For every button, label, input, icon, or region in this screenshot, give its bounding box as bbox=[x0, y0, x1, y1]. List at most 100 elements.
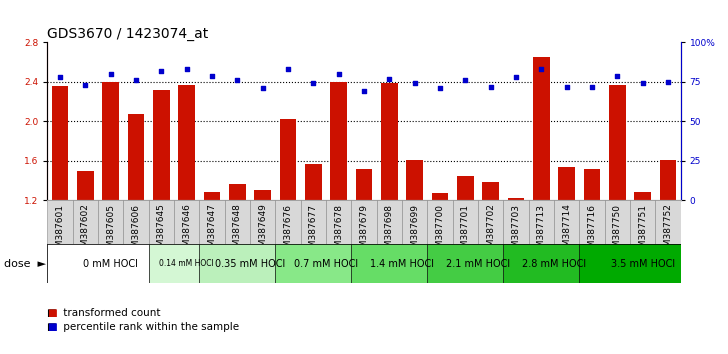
Bar bbox=[402, 200, 427, 244]
Bar bbox=[533, 57, 550, 200]
Bar bbox=[457, 176, 474, 200]
Text: GSM387679: GSM387679 bbox=[360, 204, 368, 258]
Point bbox=[333, 71, 344, 77]
Bar bbox=[326, 200, 352, 244]
Bar bbox=[77, 171, 94, 200]
Bar bbox=[98, 200, 123, 244]
Bar bbox=[301, 200, 326, 244]
Bar bbox=[630, 200, 655, 244]
Bar bbox=[427, 244, 503, 283]
Text: 0.35 mM HOCl: 0.35 mM HOCl bbox=[215, 259, 285, 269]
Text: GSM387648: GSM387648 bbox=[233, 204, 242, 258]
Text: GSM387701: GSM387701 bbox=[461, 204, 470, 258]
Text: GSM387677: GSM387677 bbox=[309, 204, 318, 258]
Bar bbox=[149, 244, 199, 283]
Text: GSM387678: GSM387678 bbox=[334, 204, 343, 258]
Bar bbox=[356, 169, 372, 200]
Point bbox=[510, 74, 522, 80]
Point bbox=[156, 68, 167, 74]
Point bbox=[459, 78, 471, 83]
Bar bbox=[153, 90, 170, 200]
Point bbox=[561, 84, 572, 90]
Bar bbox=[225, 200, 250, 244]
Bar bbox=[655, 200, 681, 244]
Text: GSM387606: GSM387606 bbox=[132, 204, 141, 258]
Bar bbox=[427, 200, 453, 244]
Bar bbox=[103, 82, 119, 200]
Bar bbox=[381, 83, 397, 200]
Bar bbox=[52, 86, 68, 200]
Point bbox=[612, 73, 623, 78]
Bar bbox=[376, 200, 402, 244]
Text: GSM387647: GSM387647 bbox=[207, 204, 216, 258]
Text: GDS3670 / 1423074_at: GDS3670 / 1423074_at bbox=[47, 28, 208, 41]
Text: GSM387645: GSM387645 bbox=[157, 204, 166, 258]
Text: 0.14 mM HOCl: 0.14 mM HOCl bbox=[159, 259, 214, 268]
Bar bbox=[503, 200, 529, 244]
Bar bbox=[174, 200, 199, 244]
Point bbox=[54, 74, 66, 80]
Point bbox=[206, 73, 218, 78]
Text: GSM387676: GSM387676 bbox=[283, 204, 293, 258]
Text: ■  transformed count: ■ transformed count bbox=[47, 308, 161, 318]
Text: GSM387716: GSM387716 bbox=[587, 204, 596, 258]
Bar bbox=[123, 200, 149, 244]
Text: GSM387698: GSM387698 bbox=[385, 204, 394, 258]
Bar bbox=[507, 198, 524, 200]
Text: 0 mM HOCl: 0 mM HOCl bbox=[83, 259, 138, 269]
Point bbox=[105, 71, 116, 77]
Point bbox=[358, 88, 370, 94]
Bar bbox=[478, 200, 503, 244]
Bar bbox=[254, 190, 271, 200]
Point bbox=[257, 85, 269, 91]
Bar bbox=[503, 244, 579, 283]
Text: GSM387751: GSM387751 bbox=[638, 204, 647, 258]
Text: GSM387646: GSM387646 bbox=[182, 204, 191, 258]
Bar bbox=[199, 200, 225, 244]
Text: GSM387703: GSM387703 bbox=[512, 204, 521, 258]
Bar bbox=[609, 85, 625, 200]
Bar bbox=[73, 200, 98, 244]
Point bbox=[434, 85, 446, 91]
Bar bbox=[199, 244, 275, 283]
Point bbox=[586, 84, 598, 90]
Text: ■: ■ bbox=[47, 322, 57, 332]
Bar bbox=[47, 244, 149, 283]
Bar bbox=[47, 200, 73, 244]
Bar bbox=[406, 160, 423, 200]
Point bbox=[409, 81, 421, 86]
Bar bbox=[584, 169, 601, 200]
Text: 2.8 mM HOCl: 2.8 mM HOCl bbox=[522, 259, 586, 269]
Point bbox=[662, 79, 674, 85]
Text: GSM387699: GSM387699 bbox=[410, 204, 419, 258]
Text: 3.5 mM HOCl: 3.5 mM HOCl bbox=[611, 259, 675, 269]
Bar bbox=[275, 244, 352, 283]
Bar bbox=[250, 200, 275, 244]
Bar bbox=[432, 193, 448, 200]
Text: 1.4 mM HOCl: 1.4 mM HOCl bbox=[370, 259, 434, 269]
Text: GSM387714: GSM387714 bbox=[562, 204, 571, 258]
Point bbox=[384, 76, 395, 81]
Text: 2.1 mM HOCl: 2.1 mM HOCl bbox=[446, 259, 510, 269]
Bar bbox=[634, 192, 651, 200]
Bar bbox=[453, 200, 478, 244]
Text: GSM387601: GSM387601 bbox=[55, 204, 65, 258]
Bar bbox=[149, 200, 174, 244]
Bar bbox=[605, 200, 630, 244]
Bar bbox=[554, 200, 579, 244]
Text: 0.7 mM HOCl: 0.7 mM HOCl bbox=[294, 259, 358, 269]
Bar bbox=[229, 184, 245, 200]
Bar bbox=[127, 114, 144, 200]
Bar bbox=[558, 166, 575, 200]
Text: GSM387649: GSM387649 bbox=[258, 204, 267, 258]
Bar bbox=[280, 119, 296, 200]
Point bbox=[232, 78, 243, 83]
Point bbox=[282, 67, 294, 72]
Bar bbox=[352, 244, 427, 283]
Text: GSM387702: GSM387702 bbox=[486, 204, 495, 258]
Bar bbox=[579, 244, 681, 283]
Text: GSM387752: GSM387752 bbox=[663, 204, 673, 258]
Text: ■  percentile rank within the sample: ■ percentile rank within the sample bbox=[47, 322, 240, 332]
Point bbox=[536, 67, 547, 72]
Text: GSM387750: GSM387750 bbox=[613, 204, 622, 258]
